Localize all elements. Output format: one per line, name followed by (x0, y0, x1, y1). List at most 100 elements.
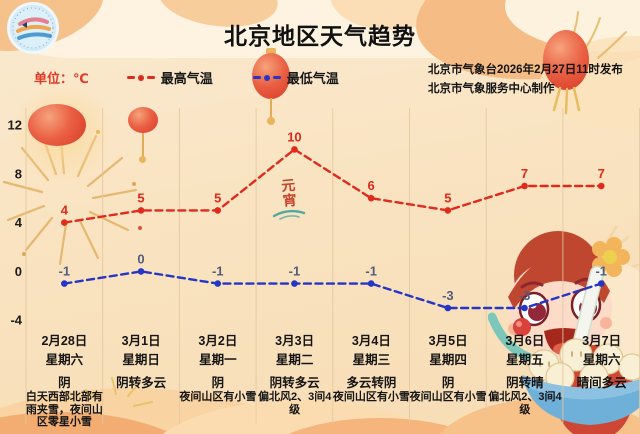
data-label: 4 (61, 203, 69, 218)
chart-legend: 单位：℃ 最高气温 最低气温 (34, 68, 379, 87)
page-title: 北京地区天气趋势 (224, 23, 416, 49)
forecast-detail: 白天西部北部有雨夹雪，夜间山区零星小雪 (25, 391, 103, 428)
forecast-detail: 夜间山区有小雪 (409, 391, 487, 403)
flower-icon (592, 237, 630, 277)
forecast-condition: 阴转多云 (116, 376, 167, 390)
forecast-condition: 阴 (441, 376, 455, 390)
high-temp-line-icon (126, 74, 155, 81)
y-tick-label: 4 (15, 215, 23, 230)
forecast-table: 2月28日 星期六 阴 白天西部北部有雨夹雪，夜间山区零星小雪 3月1日 星期日… (26, 329, 640, 429)
forecast-condition: 晴间多云 (576, 376, 627, 390)
forecast-date: 3月2日 (198, 334, 238, 348)
data-point (214, 207, 222, 214)
y-tick-label: -4 (10, 313, 22, 328)
data-point (61, 280, 68, 287)
data-label: -3 (442, 288, 454, 303)
data-label: -1 (365, 264, 377, 279)
lantern-icon (28, 104, 86, 146)
forecast-day: 2月28日 星期六 阴 白天西部北部有雨夹雪，夜间山区零星小雪 (26, 329, 103, 429)
forecast-day: 3月4日 星期三 多云转阴 夜间山区有小雪 (333, 329, 410, 429)
data-label: 10 (287, 129, 301, 144)
forecast-day: 3月2日 星期一 阴 夜间山区有小雪 (179, 329, 257, 429)
lantern-tassel (142, 133, 144, 157)
forecast-day: 3月7日 星期六 晴间多云 (563, 329, 640, 429)
data-point (367, 280, 375, 287)
legend-item-low: 最低气温 (252, 68, 339, 87)
forecast-date: 3月7日 (582, 334, 622, 348)
forecast-weekday: 星期三 (352, 353, 391, 367)
low-temp-line-icon (252, 74, 281, 81)
forecast-day: 3月3日 星期二 阴转多云 偏北风2、3间4级 (256, 329, 333, 429)
data-point (597, 280, 605, 287)
y-tick-label: 0 (15, 264, 22, 279)
forecast-date: 3月5日 (428, 334, 468, 348)
series-line (63, 270, 603, 310)
data-label: 0 (137, 251, 144, 266)
lantern-knob (267, 117, 275, 125)
forecast-weekday: 星期二 (275, 353, 314, 367)
forecast-date: 3月6日 (505, 334, 545, 348)
lantern-tassel (270, 98, 272, 118)
forecast-date: 3月4日 (351, 334, 391, 348)
data-point (291, 146, 298, 153)
data-point (137, 268, 145, 275)
forecast-date: 2月28日 (41, 334, 88, 348)
data-label: -1 (212, 264, 224, 279)
forecast-weekday: 星期四 (429, 353, 467, 367)
issuer-line2: 北京市气象服务中心制作 (428, 83, 555, 95)
data-point (61, 219, 68, 226)
data-label: 5 (444, 190, 451, 205)
y-tick-label: 12 (8, 118, 22, 133)
forecast-weekday: 星期六 (45, 353, 84, 367)
data-label: 6 (368, 178, 375, 193)
issuer-info: 北京市气象台2026年2月27日11时发布 北京市气象服务中心制作 (428, 61, 623, 99)
data-label: 7 (598, 166, 605, 181)
data-point (444, 207, 452, 214)
forecast-condition: 阴 (211, 376, 225, 390)
forecast-day: 3月6日 星期五 阴转晴 偏北风2、3间4级 (487, 329, 564, 429)
data-label: 7 (521, 166, 528, 181)
forecast-date: 3月3日 (275, 334, 315, 348)
lantern-knob (139, 156, 146, 163)
data-point (214, 280, 222, 287)
y-tick-label: 8 (15, 166, 22, 181)
fireworks-icon (2, 123, 142, 266)
lantern-icon (128, 107, 158, 133)
data-point (291, 280, 298, 287)
data-label: 5 (137, 190, 144, 205)
data-label: -1 (289, 264, 301, 279)
forecast-detail: 偏北风2、3间4级 (488, 391, 562, 416)
legend-label-low: 最低气温 (286, 71, 339, 86)
forecast-condition: 阴 (58, 376, 71, 390)
data-label: 5 (214, 190, 221, 205)
forecast-condition: 阴转多云 (269, 376, 320, 390)
data-point (444, 304, 452, 312)
data-point (597, 182, 605, 190)
yuanxiao-stamp: 元宵 (279, 177, 299, 209)
stamp-swoosh-icon (272, 209, 306, 220)
data-point (367, 194, 375, 202)
forecast-day: 3月1日 星期日 阴转多云 (103, 329, 180, 429)
data-point (137, 207, 145, 214)
forecast-detail: 夜间山区有小雪 (332, 391, 410, 403)
forecast-weekday: 星期五 (506, 353, 544, 367)
data-label: -3 (519, 288, 531, 303)
data-point (521, 182, 528, 190)
forecast-detail: 偏北风2、3间4级 (257, 391, 332, 416)
data-point (521, 304, 528, 312)
forecast-detail: 夜间山区有小雪 (179, 391, 257, 403)
forecast-weekday: 星期日 (122, 353, 160, 367)
forecast-date: 3月1日 (121, 334, 161, 348)
data-label: -1 (59, 264, 71, 279)
forecast-condition: 阴转晴 (506, 376, 544, 390)
forecast-condition: 多云转阴 (346, 376, 397, 390)
forecast-weekday: 星期六 (582, 353, 621, 367)
data-label: -1 (595, 264, 607, 279)
forecast-day: 3月5日 星期四 阴 夜间山区有小雪 (410, 329, 487, 429)
issuer-line1: 北京市气象台2026年2月27日11时发布 (428, 64, 623, 76)
legend-label-high: 最高气温 (160, 71, 213, 86)
legend-item-high: 最高气温 (126, 68, 213, 87)
forecast-weekday: 星期一 (199, 353, 237, 367)
unit-label: 单位：℃ (34, 71, 89, 86)
